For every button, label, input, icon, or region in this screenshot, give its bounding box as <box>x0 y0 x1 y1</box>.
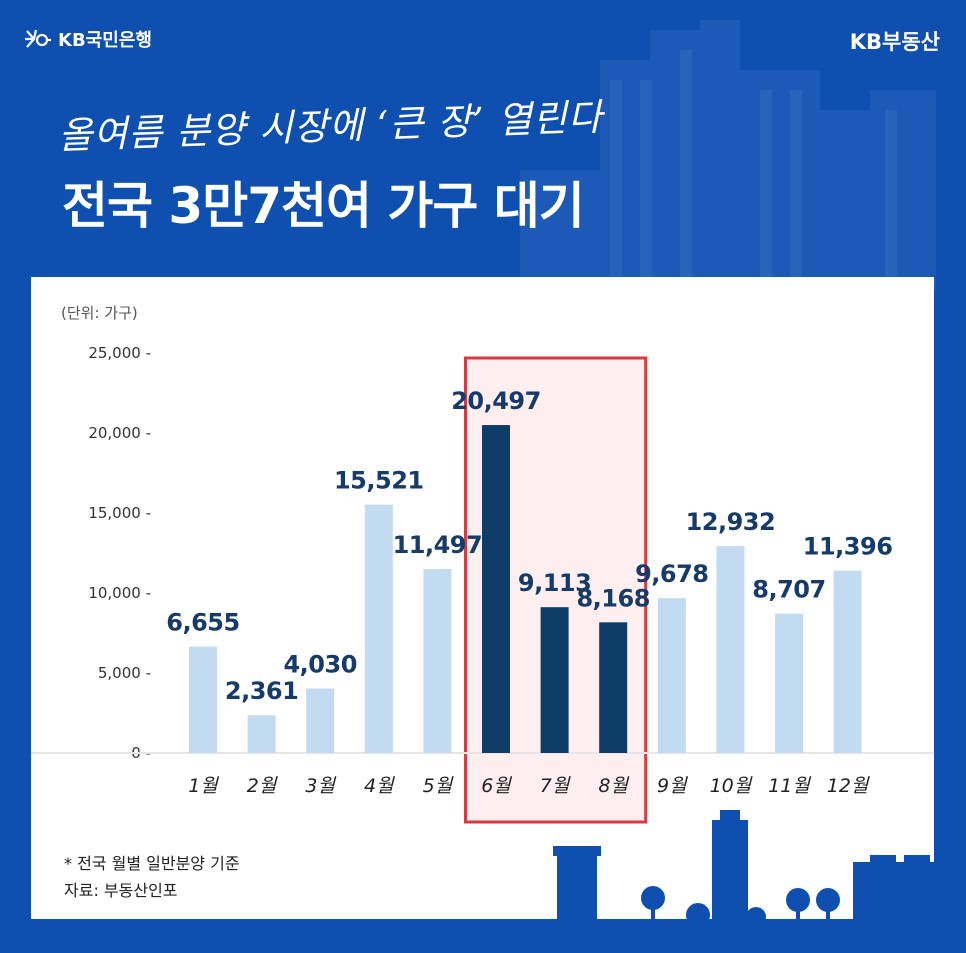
bar-2 <box>247 715 276 753</box>
bar-1 <box>189 646 217 753</box>
x-tick-label: 3월 <box>305 775 336 797</box>
kb-bank-logo: KB국민은행 <box>24 26 152 52</box>
y-tick-label: 5,000 - <box>98 664 151 682</box>
bar-3 <box>306 688 335 753</box>
x-tick-label: 6월 <box>481 775 512 797</box>
kb-bank-name: KB국민은행 <box>58 30 152 51</box>
unit-label: (단위: 가구) <box>61 304 138 322</box>
x-tick-label: 11월 <box>768 775 811 797</box>
value-label: 11,497 <box>393 531 483 559</box>
value-label: 6,655 <box>166 609 239 637</box>
top-bar: KB국민은행 KB부동산 <box>0 22 966 56</box>
bar-5 <box>423 569 452 753</box>
x-tick-label: 8월 <box>598 775 629 797</box>
value-label: 15,521 <box>334 467 424 495</box>
bar-11 <box>775 613 803 753</box>
bar-4 <box>364 504 393 753</box>
y-tick-label: 20,000 - <box>88 424 151 442</box>
value-label: 9,113 <box>518 569 591 597</box>
bar-6 <box>482 425 510 753</box>
chart-panel: (단위: 가구) 0 -5,000 -10,000 -15,000 -20,00… <box>31 277 934 919</box>
bar-12 <box>833 570 862 753</box>
footnote-source: 자료: 부동산인포 <box>64 881 178 900</box>
x-tick-label: 9월 <box>657 775 688 797</box>
bar-8 <box>599 622 628 753</box>
value-label: 8,707 <box>752 576 825 604</box>
x-tick-label: 10월 <box>710 775 753 797</box>
value-label: 8,168 <box>576 584 649 612</box>
value-label: 11,396 <box>803 533 893 561</box>
value-label: 12,932 <box>686 508 776 536</box>
y-tick-label: 15,000 - <box>88 504 151 522</box>
y-tick-label: 25,000 - <box>88 344 151 362</box>
x-tick-label: 7월 <box>540 775 571 797</box>
kb-estate-logo: KB부동산 <box>849 30 940 54</box>
y-tick-label: 10,000 - <box>88 584 151 602</box>
value-label: 9,678 <box>635 560 708 588</box>
value-label: 2,361 <box>225 677 298 705</box>
value-label: 20,497 <box>451 387 541 415</box>
page-title: 전국 3만7천여 가구 대기 <box>62 177 585 235</box>
x-tick-label: 4월 <box>364 775 395 797</box>
city-skyline <box>553 810 934 927</box>
x-tick-label: 12월 <box>827 775 870 797</box>
bar-chart: (단위: 가구) 0 -5,000 -10,000 -15,000 -20,00… <box>31 304 934 824</box>
footnote-basis: * 전국 월별 일반분양 기준 <box>64 854 240 873</box>
bar-9 <box>657 598 686 753</box>
bar-10 <box>716 546 745 753</box>
x-tick-label: 1월 <box>188 775 219 797</box>
x-tick-label: 2월 <box>247 775 278 797</box>
bar-7 <box>540 607 569 753</box>
kb-star-icon <box>25 29 51 48</box>
footnote: * 전국 월별 일반분양 기준 자료: 부동산인포 <box>64 850 240 904</box>
x-tick-label: 5월 <box>423 775 454 797</box>
value-label: 4,030 <box>283 651 356 679</box>
background-buildings <box>520 20 936 290</box>
